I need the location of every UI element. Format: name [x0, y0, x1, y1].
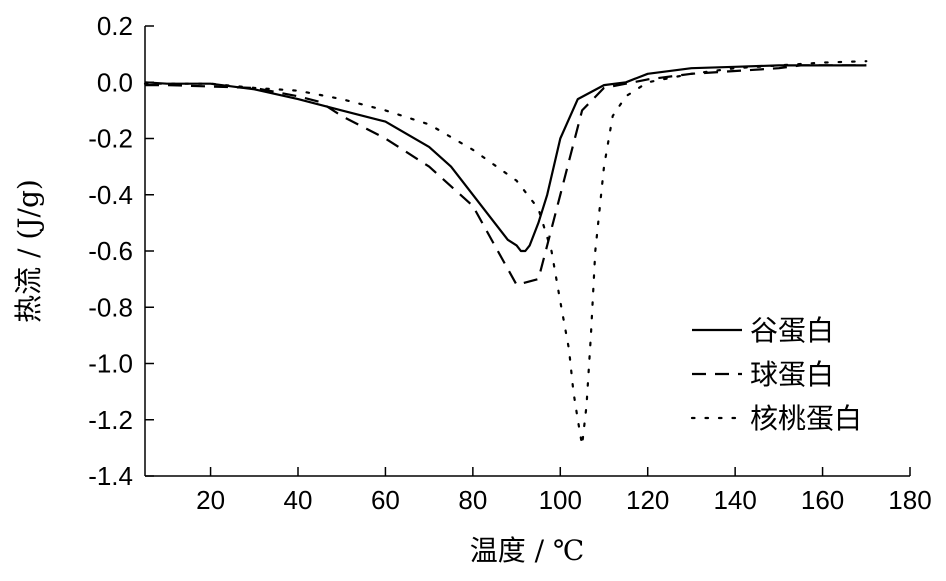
x-tick-label: 100: [539, 485, 582, 515]
y-axis-title: 热流 / (J/g): [12, 179, 45, 323]
y-tick-label: 0.2: [97, 11, 133, 41]
y-tick-label: -0.6: [88, 236, 133, 266]
y-tick-label: -0.2: [88, 124, 133, 154]
y-tick-label: -1.4: [88, 461, 133, 491]
y-tick-label: -0.4: [88, 180, 133, 210]
x-tick-label: 160: [801, 485, 844, 515]
legend-label-walnut-protein: 核桃蛋白: [750, 402, 862, 435]
x-tick-label: 180: [888, 485, 931, 515]
x-tick-label: 120: [626, 485, 669, 515]
y-ticks: 0.2 0.0 -0.2 -0.4 -0.6 -0.8 -1.0 -1.2 -1.4: [88, 11, 154, 491]
y-tick-label: -1.0: [88, 349, 133, 379]
x-ticks: 20 40 60 80 100 120 140 160 180: [196, 467, 932, 515]
y-tick-label: 0.0: [97, 67, 133, 97]
x-tick-label: 40: [284, 485, 313, 515]
x-tick-label: 80: [458, 485, 487, 515]
x-tick-label: 20: [196, 485, 225, 515]
y-tick-label: -0.8: [88, 292, 133, 322]
legend: 谷蛋白 球蛋白 核桃蛋白: [690, 314, 862, 435]
series-layer: [143, 60, 868, 447]
series-line-glutelin: [144, 64, 867, 253]
x-axis-title: 温度 / ℃: [470, 534, 585, 567]
legend-label-globulin: 球蛋白: [750, 358, 834, 391]
y-tick-label: -1.2: [88, 405, 133, 435]
series-line-globulin: [145, 64, 867, 286]
x-tick-label: 60: [371, 485, 400, 515]
legend-label-glutelin: 谷蛋白: [750, 314, 834, 347]
x-tick-label: 140: [713, 485, 756, 515]
